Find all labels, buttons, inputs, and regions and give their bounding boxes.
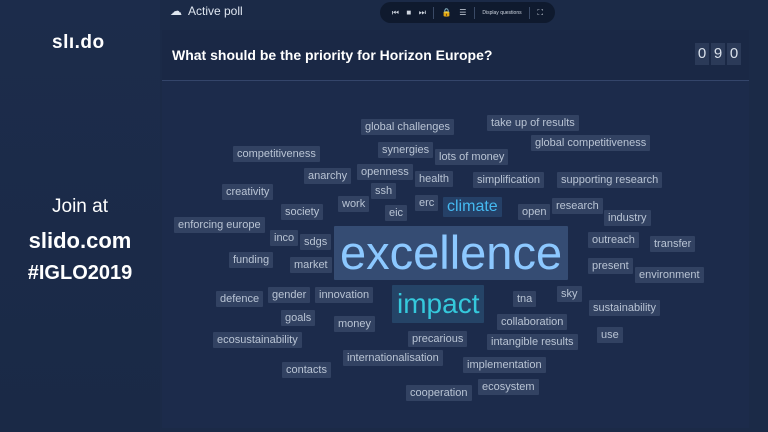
- word: precarious: [408, 331, 468, 347]
- word: creativity: [222, 184, 274, 200]
- word: ecosystem: [478, 379, 539, 395]
- word: goals: [281, 310, 316, 326]
- word: supporting research: [557, 172, 663, 188]
- word: simplification: [473, 172, 544, 188]
- lock-icon[interactable]: 🔒: [441, 8, 452, 17]
- word: global competitiveness: [531, 135, 651, 151]
- word: tna: [513, 291, 537, 307]
- word: eic: [385, 205, 408, 221]
- sidebar: slı.do Join at slido.com #IGLO2019: [0, 0, 160, 432]
- word: cooperation: [406, 385, 472, 401]
- word: internationalisation: [343, 350, 443, 366]
- word: sdgs: [300, 234, 332, 250]
- word: funding: [229, 252, 274, 268]
- word: industry: [604, 210, 651, 226]
- divider: [433, 6, 435, 19]
- word: erc: [415, 195, 439, 211]
- display-questions-button[interactable]: Display questions: [482, 9, 522, 16]
- word: ssh: [371, 183, 397, 199]
- word: take up of results: [487, 115, 579, 131]
- word: lots of money: [435, 149, 509, 165]
- word: environment: [635, 267, 704, 283]
- word: money: [334, 316, 376, 332]
- word: intangible results: [487, 334, 578, 350]
- presentation-controls: ⏮ ■ ⏭ 🔒 ☰ Display questions ⛶: [380, 2, 555, 23]
- results-icon[interactable]: ☰: [459, 8, 467, 17]
- join-site: slido.com: [28, 228, 132, 253]
- active-poll-label: ☁ Active poll: [170, 4, 243, 18]
- counter-digit: 0: [695, 43, 709, 65]
- word: enforcing europe: [174, 217, 265, 233]
- word: society: [281, 204, 324, 220]
- word: outreach: [588, 232, 639, 248]
- slido-logo: slı.do: [52, 32, 105, 53]
- poll-icon: ☁: [170, 4, 182, 18]
- counter-digit: 0: [727, 43, 741, 65]
- word: ecosustainability: [213, 332, 302, 348]
- word-top: excellence: [334, 226, 569, 280]
- active-poll-text: Active poll: [188, 4, 243, 18]
- word: health: [415, 171, 453, 187]
- word-highlight: climate: [443, 197, 502, 217]
- word: use: [597, 327, 623, 343]
- response-counter: 0 9 0: [695, 43, 741, 65]
- join-text: Join at: [52, 196, 108, 217]
- word: innovation: [315, 287, 374, 303]
- next-icon[interactable]: ⏭: [418, 7, 426, 17]
- poll-question: What should be the priority for Horizon …: [172, 47, 493, 63]
- word-second: impact: [392, 285, 485, 323]
- divider: [529, 6, 531, 19]
- counter-digit: 9: [711, 43, 725, 65]
- word: anarchy: [304, 168, 352, 184]
- word: openness: [357, 164, 413, 180]
- word: implementation: [463, 357, 546, 373]
- poll-panel: What should be the priority for Horizon …: [162, 30, 749, 428]
- word: research: [552, 198, 603, 214]
- previous-icon[interactable]: ⏮: [391, 7, 399, 17]
- word: present: [588, 258, 633, 274]
- word: synergies: [378, 142, 434, 158]
- word: gender: [268, 287, 311, 303]
- word: contacts: [282, 362, 331, 378]
- word: transfer: [650, 236, 696, 252]
- word: market: [290, 257, 332, 273]
- fullscreen-icon[interactable]: ⛶: [537, 7, 544, 17]
- word: work: [338, 196, 370, 212]
- word: defence: [216, 291, 264, 307]
- word: global challenges: [361, 119, 455, 135]
- stop-icon[interactable]: ■: [406, 8, 412, 17]
- word: sky: [557, 286, 582, 302]
- word: competitiveness: [233, 146, 320, 162]
- word: open: [518, 204, 551, 220]
- question-bar: What should be the priority for Horizon …: [162, 30, 749, 81]
- event-hashtag: #IGLO2019: [27, 262, 133, 284]
- divider: [473, 6, 475, 19]
- word: collaboration: [497, 314, 568, 330]
- word: inco: [270, 230, 299, 246]
- word: sustainability: [589, 300, 660, 316]
